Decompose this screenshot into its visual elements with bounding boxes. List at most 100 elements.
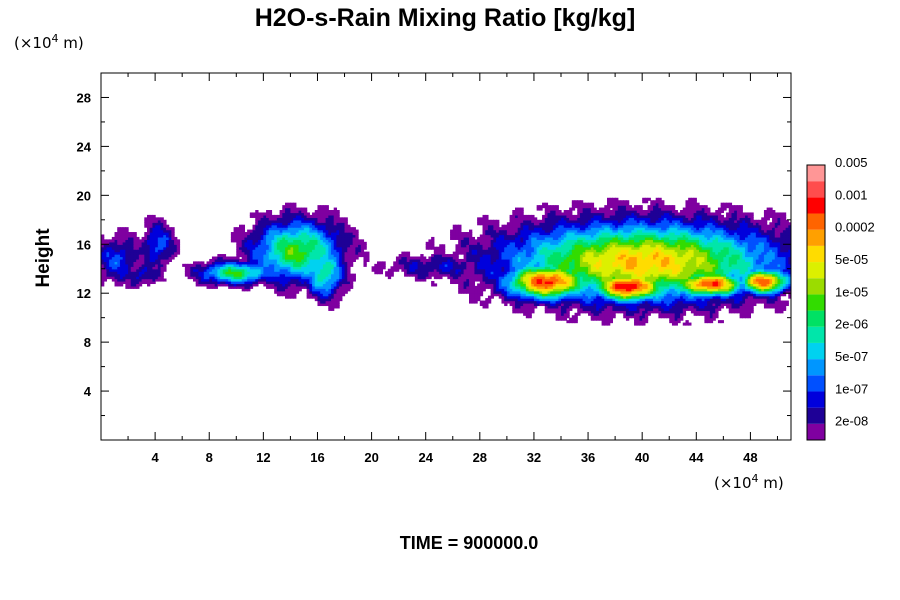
contour-cell [395, 258, 400, 262]
contour-cell [628, 288, 632, 292]
contour-cell [136, 266, 140, 270]
contour-cell [466, 249, 470, 253]
contour-cell [309, 266, 313, 270]
contour-cell [631, 307, 635, 311]
contour-cell [504, 280, 508, 285]
contour-cell [349, 246, 354, 250]
contour-cell [255, 268, 259, 272]
contour-cell [612, 278, 616, 282]
contour-cell [547, 251, 551, 255]
contour-cell [149, 263, 154, 267]
contour-cell [607, 280, 611, 285]
contour-cell [617, 305, 622, 309]
contour-cell [344, 251, 348, 255]
contour-cell [552, 254, 557, 258]
contour-cell [320, 271, 324, 275]
contour-cell [558, 293, 562, 297]
contour-cell [490, 271, 494, 275]
contour-cell [726, 258, 730, 262]
contour-cell [577, 290, 581, 294]
contour-cell [152, 258, 156, 262]
contour-cell [236, 280, 240, 285]
contour-cell [774, 266, 779, 270]
contour-cell [450, 280, 454, 285]
contour-cell [596, 293, 600, 297]
contour-cell [782, 276, 787, 280]
contour-cell [579, 288, 584, 292]
contour-cell [555, 256, 559, 260]
contour-cell [712, 263, 716, 267]
contour-cell [233, 263, 237, 267]
contour-cell [101, 278, 105, 282]
contour-cell [563, 273, 568, 277]
contour-cell [704, 249, 708, 253]
contour-cell [463, 285, 467, 289]
contour-cell [631, 278, 635, 282]
contour-cell [160, 266, 164, 270]
contour-cell [772, 290, 776, 294]
contour-cell [604, 263, 608, 267]
contour-cell [122, 261, 126, 265]
contour-cell [547, 295, 551, 299]
contour-cell [644, 312, 649, 316]
contour-cell [263, 246, 267, 250]
contour-cell [523, 305, 527, 309]
contour-cell [257, 271, 262, 275]
contour-cell [195, 263, 200, 267]
contour-cell [485, 302, 489, 307]
contour-cell [466, 276, 470, 280]
contour-cell [631, 246, 635, 250]
contour-cell [701, 302, 706, 307]
contour-cell [753, 298, 757, 302]
contour-cell [482, 261, 486, 265]
contour-cell [666, 283, 670, 287]
contour-cell [574, 305, 578, 309]
contour-cell [282, 251, 286, 255]
contour-cell [230, 256, 235, 260]
contour-cell [745, 276, 749, 280]
contour-cell [290, 254, 294, 258]
contour-cell [298, 288, 302, 292]
contour-cell [233, 266, 237, 270]
contour-cell [709, 261, 714, 265]
contour-cell [241, 271, 246, 275]
contour-cell [455, 261, 459, 265]
contour-cell [355, 249, 359, 253]
contour-cell [726, 290, 730, 294]
contour-cell [157, 249, 162, 253]
contour-cell [247, 254, 251, 258]
contour-cell [728, 307, 733, 311]
contour-cell [482, 280, 486, 285]
contour-cell [230, 266, 235, 270]
contour-cell [669, 298, 673, 302]
contour-cell [203, 276, 208, 280]
contour-cell [528, 280, 532, 285]
contour-cell [336, 293, 340, 297]
contour-cell [479, 261, 484, 265]
contour-cell [525, 268, 530, 272]
contour-cell [363, 256, 367, 260]
contour-cell [736, 254, 741, 258]
contour-cell [704, 251, 708, 255]
contour-cell [609, 312, 614, 316]
contour-cell [709, 278, 714, 282]
contour-cell [520, 273, 524, 277]
contour-cell [214, 268, 218, 272]
contour-cell [130, 246, 135, 250]
contour-cell [542, 298, 546, 302]
contour-cell [666, 254, 670, 258]
contour-cell [582, 271, 586, 275]
contour-cell [728, 271, 733, 275]
contour-cell [723, 280, 727, 285]
contour-cell [109, 258, 113, 262]
contour-cell [239, 249, 243, 253]
contour-cell [225, 276, 229, 280]
contour-cell [260, 254, 264, 258]
contour-cell [620, 251, 624, 255]
contour-cell [631, 293, 635, 297]
contour-cell [119, 254, 124, 258]
contour-cell [561, 246, 565, 250]
contour-cell [734, 251, 738, 255]
contour-cell [515, 258, 519, 262]
contour-cell [165, 261, 170, 265]
